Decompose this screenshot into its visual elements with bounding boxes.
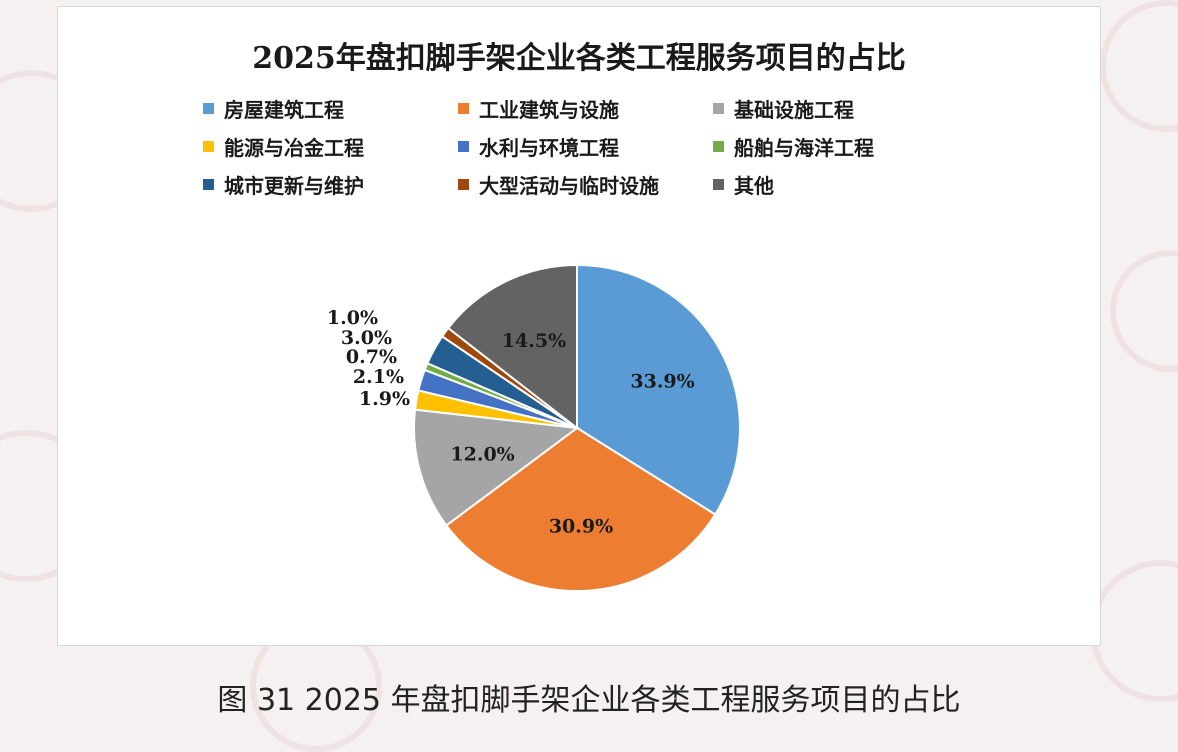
- legend-label: 能源与冶金工程: [224, 135, 364, 160]
- legend-swatch: [458, 140, 469, 152]
- legend-swatch: [713, 140, 724, 152]
- legend-swatch: [203, 178, 214, 190]
- slice-label: 33.9%: [630, 371, 694, 393]
- chart-legend: 房屋建筑工程 工业建筑与设施 基础设施工程能源与冶金工程 水利与环境工程 船舶与海洋工程…: [203, 93, 943, 199]
- legend-item: 工业建筑与设施: [458, 93, 713, 123]
- legend-swatch: [203, 140, 214, 152]
- slice-label: 2.1%: [353, 366, 404, 388]
- pie-slice: [446, 263, 578, 431]
- legend-label: 工业建筑与设施: [479, 97, 619, 122]
- pie-slice: [576, 263, 741, 516]
- legend-item: 基础设施工程: [713, 93, 943, 123]
- slice-label: 0.7%: [346, 346, 397, 368]
- legend-swatch: [203, 102, 214, 114]
- slice-label: 3.0%: [341, 327, 392, 349]
- legend-item: 其他: [713, 169, 943, 199]
- slice-label: 14.5%: [502, 330, 566, 352]
- legend-label: 基础设施工程: [734, 97, 854, 122]
- legend-item: 船舶与海洋工程: [713, 131, 943, 161]
- legend-swatch: [458, 178, 469, 190]
- pie-slice: [444, 426, 717, 592]
- pie-chart: 33.9% 30.9% 12.0% 1.9%2.1%0.7%3.0%1.0% 14.5%: [327, 263, 741, 592]
- legend-label: 船舶与海洋工程: [734, 135, 874, 160]
- legend-item: 大型活动与临时设施: [458, 169, 713, 199]
- slice-label: 1.0%: [327, 307, 378, 329]
- legend-label: 房屋建筑工程: [224, 97, 344, 122]
- slice-label: 30.9%: [549, 516, 613, 538]
- legend-item: 水利与环境工程: [458, 131, 713, 161]
- legend-swatch: [458, 102, 469, 114]
- legend-label: 城市更新与维护: [224, 173, 364, 198]
- legend-swatch: [713, 102, 724, 114]
- legend-label: 其他: [734, 173, 774, 198]
- watermark-seal: [1110, 250, 1178, 372]
- figure-caption: 图 31 2025 年盘扣脚手架企业各类工程服务项目的占比: [217, 683, 961, 718]
- legend-swatch: [713, 178, 724, 190]
- legend-label: 大型活动与临时设施: [479, 173, 659, 198]
- legend-item: 城市更新与维护: [203, 169, 458, 199]
- slice-label: 12.0%: [450, 444, 514, 466]
- chart-panel: 33.9% 30.9% 12.0% 1.9% 2.1% 0.7% 3.0% 1.0% 14.5%…: [57, 6, 1101, 646]
- legend-item: 房屋建筑工程: [203, 93, 458, 123]
- chart-title: 2025年盘扣脚手架企业各类工程服务项目的占比: [252, 41, 906, 76]
- slice-label: 1.9%: [359, 388, 410, 410]
- pie-slice: [413, 408, 580, 527]
- watermark-seal: [1100, 0, 1178, 132]
- legend-label: 水利与环境工程: [479, 135, 619, 160]
- legend-item: 能源与冶金工程: [203, 131, 458, 161]
